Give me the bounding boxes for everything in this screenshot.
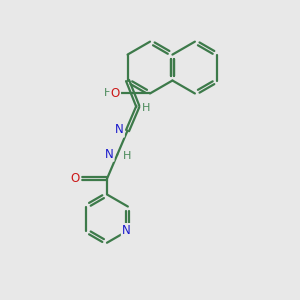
Text: H: H — [122, 151, 131, 161]
Text: N: N — [105, 148, 113, 160]
Text: H: H — [142, 103, 150, 112]
Text: O: O — [71, 172, 80, 185]
Text: O: O — [111, 87, 120, 100]
Text: N: N — [122, 224, 131, 237]
Text: H: H — [104, 88, 112, 98]
Text: N: N — [115, 124, 124, 136]
